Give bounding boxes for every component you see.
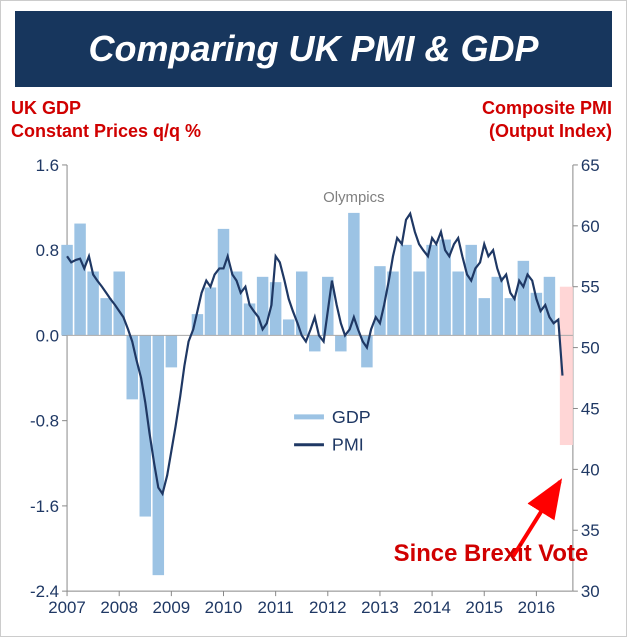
gdp-bar — [465, 245, 476, 336]
xtick-label: 2010 — [205, 598, 243, 617]
right-axis-title-line1: Composite PMI — [482, 97, 612, 120]
ytick-right-label: 40 — [581, 460, 600, 479]
gdp-bar — [100, 298, 111, 335]
title-banner: Comparing UK PMI & GDP — [15, 11, 612, 87]
gdp-bar — [426, 245, 437, 336]
gdp-bar — [400, 245, 411, 336]
gdp-bar — [270, 282, 281, 335]
page-title: Comparing UK PMI & GDP — [88, 28, 538, 70]
gdp-bar — [218, 229, 229, 336]
ytick-right-label: 50 — [581, 339, 600, 358]
gdp-bar — [335, 335, 346, 351]
ytick-right-label: 45 — [581, 399, 600, 418]
brexit-label: Since Brexit Vote — [394, 540, 589, 567]
left-axis-title-line2: Constant Prices q/q % — [11, 120, 201, 143]
legend: GDP PMI — [294, 407, 371, 455]
ytick-left-label: 0.0 — [36, 326, 60, 345]
gdp-bar — [413, 271, 424, 335]
gdp-bar — [309, 335, 320, 351]
xtick-label: 2014 — [413, 598, 451, 617]
gdp-bar — [244, 303, 255, 335]
gdp-bar — [205, 287, 216, 335]
gdp-bar — [61, 245, 72, 336]
ytick-right-label: 65 — [581, 156, 600, 175]
chart-area: -2.4-1.6-0.80.00.81.63035404550556065200… — [15, 153, 612, 622]
xtick-label: 2013 — [361, 598, 399, 617]
xtick-label: 2008 — [100, 598, 138, 617]
ytick-right-label: 35 — [581, 521, 600, 540]
right-axis-title-line2: (Output Index) — [482, 120, 612, 143]
ytick-left-label: -1.6 — [30, 497, 59, 516]
xtick-label: 2009 — [153, 598, 191, 617]
gdp-bar — [153, 335, 164, 575]
xtick-label: 2007 — [48, 598, 86, 617]
olympics-annotation: Olympics — [323, 189, 384, 206]
gdp-bar — [492, 277, 503, 336]
left-axis-title: UK GDP Constant Prices q/q % — [11, 97, 201, 142]
gdp-bar — [166, 335, 177, 367]
chart-page: Comparing UK PMI & GDP UK GDP Constant P… — [0, 0, 627, 637]
ytick-left-label: -0.8 — [30, 412, 59, 431]
gdp-bar — [505, 298, 516, 335]
xtick-label: 2015 — [465, 598, 503, 617]
xtick-label: 2011 — [257, 598, 293, 617]
ytick-right-label: 55 — [581, 278, 600, 297]
right-axis-title: Composite PMI (Output Index) — [482, 97, 612, 142]
gdp-bar — [518, 261, 529, 336]
ytick-left-label: 0.8 — [36, 241, 60, 260]
legend-label: PMI — [332, 435, 364, 455]
xtick-label: 2016 — [518, 598, 556, 617]
ytick-right-label: 30 — [581, 582, 600, 601]
gdp-bar — [74, 224, 85, 336]
gdp-bar — [479, 298, 490, 335]
legend-label: GDP — [332, 407, 371, 427]
ytick-right-label: 60 — [581, 217, 600, 236]
xtick-label: 2012 — [309, 598, 347, 617]
gdp-bar — [452, 271, 463, 335]
gdp-bar — [283, 319, 294, 335]
ytick-left-label: 1.6 — [36, 156, 60, 175]
chart-svg: -2.4-1.6-0.80.00.81.63035404550556065200… — [15, 153, 612, 622]
left-axis-title-line1: UK GDP — [11, 97, 201, 120]
